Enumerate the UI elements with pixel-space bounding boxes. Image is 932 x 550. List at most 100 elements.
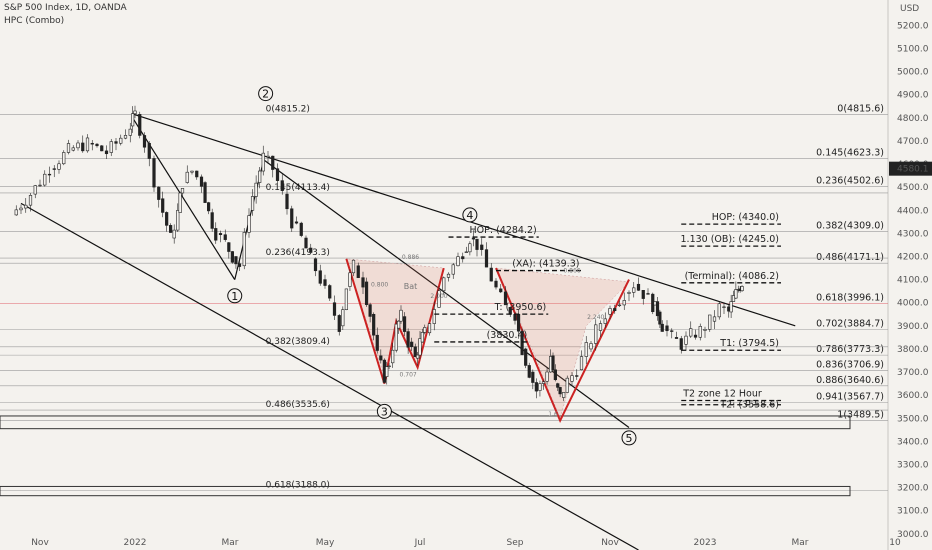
candle-body [104, 150, 109, 155]
wave-label: 4 [466, 209, 473, 222]
candle-body [387, 365, 391, 368]
target-label-t2: T2: (3558.6) [719, 400, 779, 411]
pattern-ratio-label: 0.886 [402, 254, 419, 261]
candle-body [185, 171, 189, 183]
y-tick-label: 3100.0 [897, 507, 929, 517]
y-tick-label: 4800.0 [897, 114, 929, 124]
price-axis[interactable] [888, 0, 932, 550]
pattern-ratio-label: 0.866 [563, 268, 580, 275]
candle-body [157, 186, 161, 200]
candle-body [368, 304, 372, 317]
candle-body [114, 141, 118, 144]
candle-body [499, 288, 503, 293]
candle-body [161, 198, 165, 213]
candle-body [565, 377, 569, 393]
candle-body [461, 256, 465, 260]
candle-body [237, 263, 242, 267]
candle-body [95, 143, 99, 147]
candle-body [484, 249, 489, 268]
candle-body [531, 371, 535, 383]
candle-body [708, 314, 712, 330]
candle-body [344, 288, 348, 310]
candle-body [420, 332, 424, 343]
candle-body [180, 188, 185, 194]
candle-body [451, 264, 455, 275]
wave-label: 2 [262, 88, 269, 101]
candle-body [203, 182, 207, 203]
y-tick-label: 4100.0 [897, 276, 929, 286]
y-tick-label: 4900.0 [897, 91, 929, 101]
candle-body [323, 279, 327, 286]
candle-body [210, 212, 214, 229]
x-tick-label: 2022 [124, 538, 147, 548]
candle-body [674, 337, 679, 339]
candle-body [190, 170, 194, 173]
pattern-ratio-label: 0.707 [400, 372, 417, 379]
candle-body [195, 170, 199, 178]
y-tick-label: 4400.0 [897, 206, 929, 216]
candle-body [558, 387, 562, 395]
candle-body [584, 342, 588, 357]
candle-body [475, 238, 479, 250]
candle-body [258, 170, 262, 183]
y-tick-label: 4700.0 [897, 137, 929, 147]
candle-body [109, 141, 113, 153]
fib-level-label: 0.486(4171.1) [816, 252, 884, 263]
fib-level-label: 0.145(4623.3) [816, 148, 884, 159]
candle-body [556, 383, 560, 388]
candle-body [632, 287, 636, 293]
y-tick-label: 3200.0 [897, 484, 929, 494]
candle-body [684, 335, 688, 345]
candle-body [636, 283, 641, 291]
x-tick-label: Jul [414, 538, 426, 548]
candle-body [646, 293, 650, 295]
candle-body [740, 286, 744, 292]
candle-body [456, 256, 460, 267]
fib-level-label: 0.702(3884.7) [816, 318, 884, 329]
candle-body [418, 338, 422, 356]
candle-body [341, 309, 345, 327]
candle-body [655, 301, 660, 317]
candle-body [223, 234, 227, 240]
candle-body [361, 277, 365, 288]
candle-body [524, 348, 528, 366]
candle-body [468, 243, 472, 253]
bat-pattern [346, 258, 445, 378]
candle-body [43, 173, 47, 186]
candles [14, 105, 744, 402]
y-tick-label: 3000.0 [897, 530, 929, 540]
y-tick-label: 3500.0 [897, 414, 929, 424]
candle-body [242, 232, 246, 267]
current-price-value: 4580.1 [897, 165, 929, 175]
wave-marker [462, 207, 478, 223]
candle-body [76, 142, 80, 149]
fib-level-label: 0.382(4309.0) [816, 220, 884, 231]
candle-body [722, 306, 726, 308]
x-tick-label: 2023 [694, 538, 717, 548]
candle-body [176, 210, 180, 231]
target-label: T1: (3794.5) [719, 338, 779, 349]
candle-body [698, 326, 702, 338]
candle-body [299, 222, 303, 236]
candle-body [328, 285, 332, 299]
y-tick-label: 3700.0 [897, 368, 929, 378]
candle-body [294, 221, 299, 224]
candle-body [14, 209, 18, 216]
y-tick-label: 5000.0 [897, 68, 929, 78]
candle-body [90, 142, 94, 145]
trend-line[interactable] [20, 202, 639, 550]
candle-body [131, 113, 135, 127]
left-fib-label: 0.236(4193.3) [266, 248, 330, 258]
candle-body [527, 365, 531, 378]
y-tick-label: 5100.0 [897, 45, 929, 55]
y-tick-label: 4300.0 [897, 229, 929, 239]
y-tick-label: 4200.0 [897, 253, 929, 263]
candle-body [603, 318, 607, 324]
candle-body [230, 251, 234, 263]
candle-body [551, 355, 555, 371]
candle-body [24, 204, 28, 209]
candle-body [19, 207, 23, 211]
candle-body [513, 314, 517, 321]
candle-body [622, 300, 626, 306]
